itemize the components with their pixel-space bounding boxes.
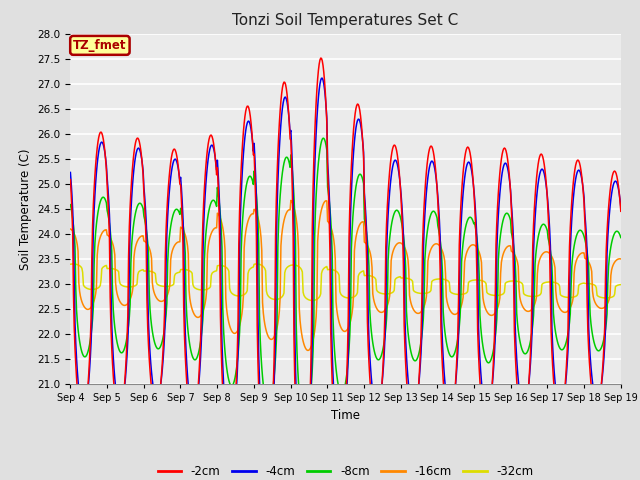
-32cm [430, 277, 438, 283]
-4cm [189, 412, 196, 418]
-32cm [414, 290, 422, 296]
-16cm [133, 239, 141, 245]
-16cm [430, 242, 438, 248]
-8cm [77, 343, 84, 348]
-16cm [287, 198, 294, 204]
-32cm [253, 261, 260, 267]
-2cm [317, 55, 324, 61]
-8cm [67, 202, 74, 207]
-4cm [133, 147, 141, 153]
-2cm [414, 391, 422, 397]
-8cm [133, 204, 141, 210]
-4cm [617, 204, 625, 210]
-8cm [218, 244, 226, 250]
-8cm [617, 235, 625, 240]
Line: -16cm: -16cm [70, 201, 621, 350]
-2cm [133, 135, 141, 141]
-2cm [189, 422, 196, 428]
-4cm [414, 390, 422, 396]
X-axis label: Time: Time [331, 408, 360, 421]
-16cm [218, 221, 226, 227]
-32cm [218, 263, 226, 268]
-32cm [77, 264, 84, 269]
-16cm [617, 256, 625, 262]
-4cm [67, 169, 74, 175]
-32cm [308, 298, 316, 303]
-16cm [304, 348, 312, 353]
-4cm [430, 162, 438, 168]
Title: Tonzi Soil Temperatures Set C: Tonzi Soil Temperatures Set C [232, 13, 459, 28]
-4cm [319, 75, 326, 81]
-2cm [430, 153, 438, 159]
-8cm [319, 135, 327, 141]
Line: -2cm: -2cm [70, 58, 621, 480]
Line: -4cm: -4cm [70, 78, 621, 480]
-32cm [617, 282, 625, 288]
-2cm [77, 413, 84, 419]
-32cm [67, 261, 74, 267]
-16cm [189, 309, 196, 314]
-8cm [430, 208, 438, 214]
-2cm [617, 208, 625, 214]
-32cm [133, 281, 141, 287]
-8cm [301, 425, 308, 431]
-4cm [218, 340, 226, 346]
Line: -32cm: -32cm [70, 264, 621, 300]
-16cm [77, 293, 84, 299]
-16cm [414, 311, 422, 316]
-2cm [67, 177, 74, 182]
-2cm [218, 370, 226, 375]
Text: TZ_fmet: TZ_fmet [73, 39, 127, 52]
-8cm [189, 355, 196, 360]
-8cm [414, 354, 422, 360]
-32cm [189, 281, 196, 287]
-16cm [67, 226, 74, 232]
Y-axis label: Soil Temperature (C): Soil Temperature (C) [19, 148, 32, 270]
Line: -8cm: -8cm [70, 138, 621, 428]
Legend: -2cm, -4cm, -8cm, -16cm, -32cm: -2cm, -4cm, -8cm, -16cm, -32cm [153, 461, 538, 480]
-4cm [77, 399, 84, 405]
